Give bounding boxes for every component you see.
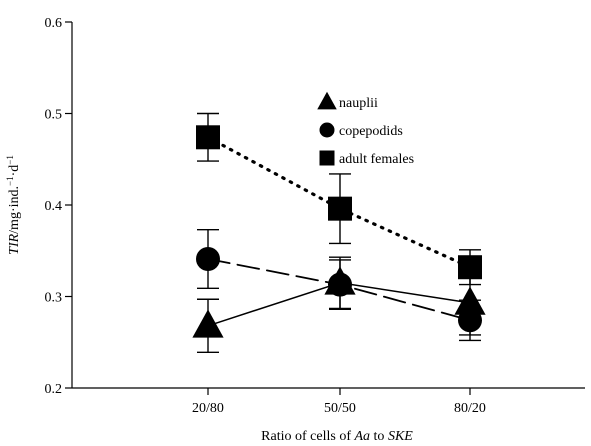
x-tick-label: 80/20: [454, 401, 486, 416]
series-adult-females: [196, 112, 482, 286]
data-point: [328, 196, 352, 221]
x-tick-label: 20/80: [192, 401, 224, 416]
series-layer: [192, 112, 486, 354]
data-point: [196, 246, 220, 271]
y-ticks: 0.2 0.3 0.4 0.5 0.6: [45, 16, 72, 397]
series-line: [206, 135, 472, 269]
legend-label: copepodids: [339, 124, 403, 139]
y-tick-label: 0.6: [45, 16, 63, 31]
y-axis-label: TIR/mg·ind.−1·d−1: [5, 155, 22, 255]
x-ticks: 20/80 50/50 80/20: [192, 388, 486, 416]
legend-marker: [319, 122, 335, 138]
legend: nauplii copepodids adult females: [317, 91, 414, 167]
legend-label: nauplii: [339, 96, 378, 111]
data-point: [458, 308, 482, 333]
data-point: [328, 272, 352, 297]
series-copepodids: [196, 229, 482, 342]
y-tick-label: 0.3: [45, 291, 63, 306]
y-tick-label: 0.5: [45, 108, 63, 123]
y-tick-label: 0.2: [45, 382, 63, 397]
data-point: [196, 125, 220, 150]
data-point: [458, 255, 482, 280]
series-nauplii: [192, 256, 486, 354]
data-point: [192, 309, 224, 338]
x-tick-label: 50/50: [324, 401, 356, 416]
legend-marker: [317, 91, 337, 110]
legend-label: adult females: [339, 152, 414, 167]
y-tick-label: 0.4: [45, 199, 63, 214]
legend-marker: [319, 150, 335, 166]
x-axis-label: Ratio of cells of Aa to SKE: [261, 429, 413, 444]
